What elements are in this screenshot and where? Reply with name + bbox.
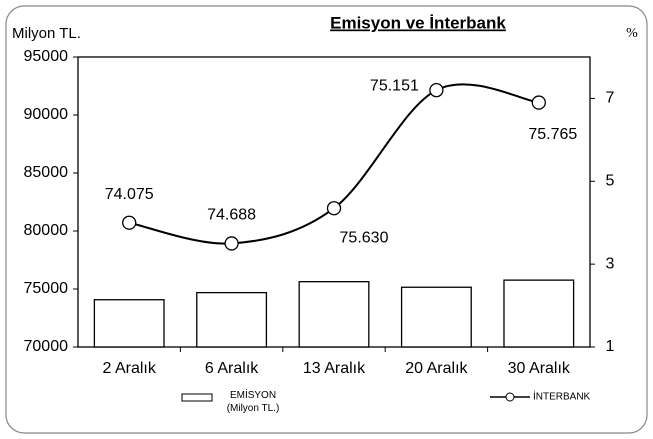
- bar: [298, 281, 370, 348]
- data-label: 75.630: [340, 229, 389, 246]
- y2-axis-label: %: [626, 26, 638, 41]
- y2-tick-label: 5: [606, 173, 615, 190]
- legend-label: İNTERBANK: [533, 390, 591, 403]
- y-tick-label: 70000: [24, 338, 69, 355]
- y2-tick-label: 1: [606, 338, 615, 355]
- legend-line-marker: [505, 392, 515, 402]
- x-tick-label: 13 Aralık: [303, 360, 366, 377]
- y-tick-label: 80000: [24, 222, 69, 239]
- y-tick-label: 90000: [24, 106, 69, 123]
- line-marker: [531, 95, 546, 110]
- data-label: 75.151: [370, 77, 419, 94]
- y2-tick-label: 3: [606, 255, 615, 272]
- x-tick-label: 30 Aralık: [508, 360, 571, 377]
- chart-border: [5, 5, 648, 434]
- y-tick-label: 75000: [24, 280, 69, 297]
- bar: [93, 299, 165, 348]
- line-marker: [326, 201, 342, 216]
- x-tick-label: 2 Aralık: [103, 360, 157, 377]
- data-label: 74.688: [207, 207, 256, 224]
- line-marker: [429, 82, 444, 98]
- data-label: 75.765: [528, 126, 577, 143]
- y2-tick-label: 7: [606, 90, 615, 107]
- line-marker: [224, 236, 239, 251]
- legend-label: EMİSYON (Milyon TL.): [226, 390, 280, 414]
- chart-title: Emisyon ve İnterbank: [330, 13, 506, 32]
- data-label: 74.075: [105, 186, 154, 203]
- x-tick-label: 6 Aralık: [205, 360, 259, 377]
- x-tick-label: 20 Aralık: [405, 360, 468, 377]
- bar: [400, 286, 472, 348]
- bar: [503, 279, 575, 348]
- bar: [196, 291, 268, 348]
- y-axis-label: Milyon TL.: [12, 25, 81, 42]
- legend-bar-symbol: [181, 393, 213, 402]
- y-tick-label: 95000: [24, 48, 69, 65]
- y-tick-label: 85000: [24, 164, 69, 181]
- line-marker: [122, 215, 137, 230]
